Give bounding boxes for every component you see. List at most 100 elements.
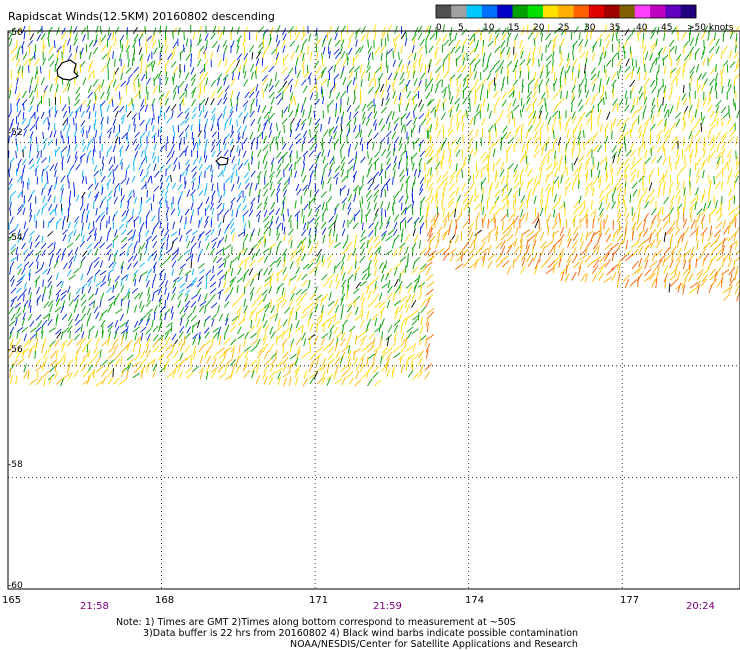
wind-barb [121,44,124,53]
wind-barb [42,268,48,275]
wind-barb [114,326,120,334]
wind-barb [10,244,17,250]
note-line-3: NOAA/NESDIS/Center for Satellite Applica… [290,639,578,650]
wind-barb [140,271,148,277]
wind-barb [368,267,370,276]
colorbar-swatch [619,5,636,18]
wind-barb [695,175,700,184]
wind-barb [152,85,158,95]
wind-barb [407,70,411,80]
wind-barb [460,251,464,262]
wind-barb [333,155,335,164]
wind-barb [501,227,510,235]
wind-barb [584,255,592,263]
wind-barb [385,151,391,159]
wind-barb [649,169,655,178]
wind-barb [399,96,402,106]
wind-barb [257,271,261,280]
wind-barb [112,79,117,88]
wind-barb [690,219,696,230]
wind-barb [355,71,358,80]
wind-barb [676,148,679,158]
wind-barb [100,110,103,118]
wind-barb [322,46,326,55]
wind-barb [275,349,278,359]
wind-barb [378,118,384,126]
wind-barb [93,70,95,80]
wind-barb [170,174,172,183]
wind-barb [367,150,369,159]
wind-barb [23,124,30,131]
wind-barb [586,260,595,268]
wind-barb [86,243,93,250]
wind-barb [694,148,698,158]
wind-barb [340,51,346,59]
wind-barb [8,229,16,235]
wind-barb [120,80,127,87]
wind-barb [164,332,169,340]
wind-barb [81,283,88,289]
wind-barb [238,148,241,157]
wind-barb [10,46,18,54]
wind-barb [107,273,110,282]
wind-barb [513,254,521,263]
wind-barb [309,256,317,264]
wind-barb [171,254,177,261]
wind-barb [225,294,230,302]
wind-barb [616,156,620,165]
wind-barb [73,221,78,228]
wind-barb [28,337,33,346]
wind-barb [381,346,389,354]
wind-barb [74,351,79,360]
wind-barb [321,273,328,281]
wind-barb [269,313,277,320]
wind-barb [493,199,498,209]
wind-barb [22,102,25,111]
wind-barb [73,333,80,341]
wind-barb [322,96,325,105]
wind-barb [218,228,222,237]
wind-barb [708,46,715,54]
wind-barb [532,215,539,225]
wind-barb [566,137,571,146]
wind-barb [735,44,737,53]
wind-barb [216,150,222,157]
wind-barb [394,43,397,53]
wind-barb [434,218,436,229]
wind-barb [494,181,500,190]
wind-barb [276,122,278,131]
wind-barb [146,117,151,125]
wind-barb [255,312,258,322]
wind-barb [713,134,715,144]
wind-barb [10,256,17,262]
wind-barb [166,207,170,215]
wind-barb [93,261,99,269]
wind-barb [392,206,395,216]
wind-barb [119,313,125,321]
wind-barb [296,156,302,164]
wind-barb [295,109,298,118]
wind-barb [611,194,614,203]
wind-barb [598,109,602,118]
wind-barb [348,47,353,55]
wind-barb [301,351,309,359]
wind-barb [28,214,33,223]
wind-barb [638,142,645,151]
wind-barb [8,32,13,41]
wind-barb [689,37,694,46]
wind-barb [701,246,707,255]
wind-barb [126,31,128,40]
wind-barb [696,208,703,216]
wind-barb [426,157,433,165]
wind-barb [675,189,681,199]
wind-barb [237,190,243,198]
wind-barb [79,358,86,366]
wind-barb [420,118,427,126]
wind-barb [225,363,228,373]
wind-barb [30,189,36,196]
wind-barb [54,370,59,380]
wind-barb [623,116,630,125]
wind-barb [585,30,589,40]
wind-barb [47,280,52,288]
wind-barb [374,78,377,88]
